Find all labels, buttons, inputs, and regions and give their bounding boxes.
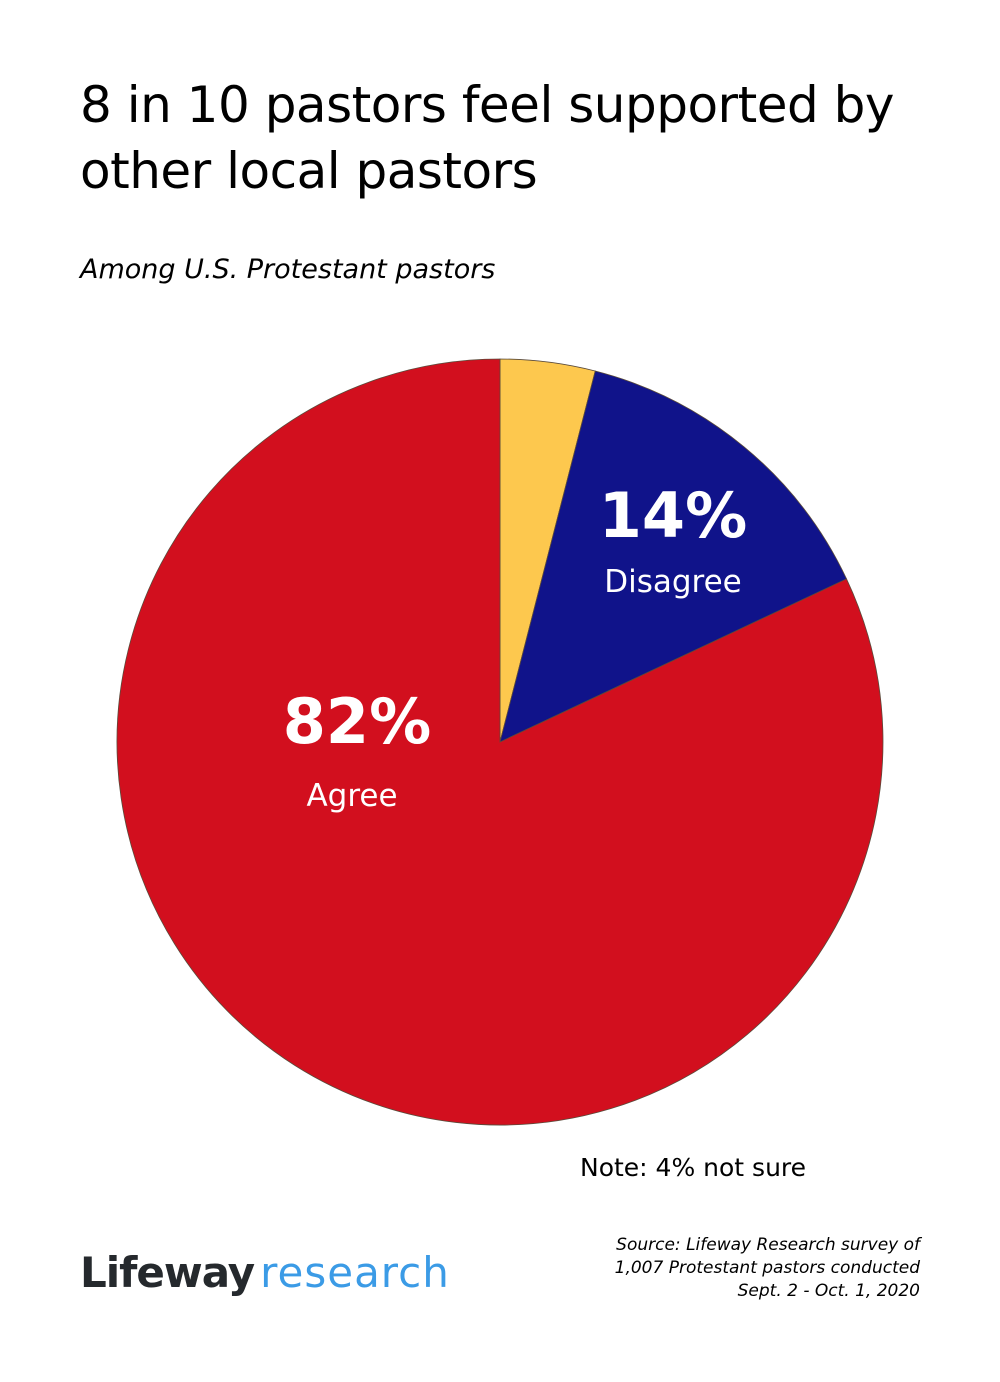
pie-slices bbox=[116, 358, 884, 1126]
source-line: Source: Lifeway Research survey of bbox=[616, 1235, 920, 1255]
chart-subtitle: Among U.S. Protestant pastors bbox=[80, 254, 496, 285]
pie-slice-disagree bbox=[499, 370, 848, 743]
disagree-percent-label: 14% bbox=[599, 479, 747, 552]
chart-title: 8 in 10 pastors feel supported by other … bbox=[80, 76, 894, 200]
lifeway-research-logo: Lifeway research bbox=[80, 1248, 450, 1297]
source-citation: Source: Lifeway Research survey of 1,007… bbox=[500, 1234, 920, 1303]
disagree-category-label: Disagree bbox=[604, 564, 742, 600]
agree-percent-label: 82% bbox=[283, 685, 431, 758]
pie-slice-agree bbox=[116, 358, 884, 1126]
logo-sub-text: research bbox=[260, 1248, 450, 1297]
note-not-sure: Note: 4% not sure bbox=[580, 1153, 807, 1182]
agree-category-label: Agree bbox=[306, 778, 397, 814]
logo-brand-text: Lifeway bbox=[80, 1248, 255, 1297]
source-line: 1,007 Protestant pastors conducted bbox=[614, 1258, 920, 1278]
source-line: Sept. 2 - Oct. 1, 2020 bbox=[737, 1281, 920, 1301]
